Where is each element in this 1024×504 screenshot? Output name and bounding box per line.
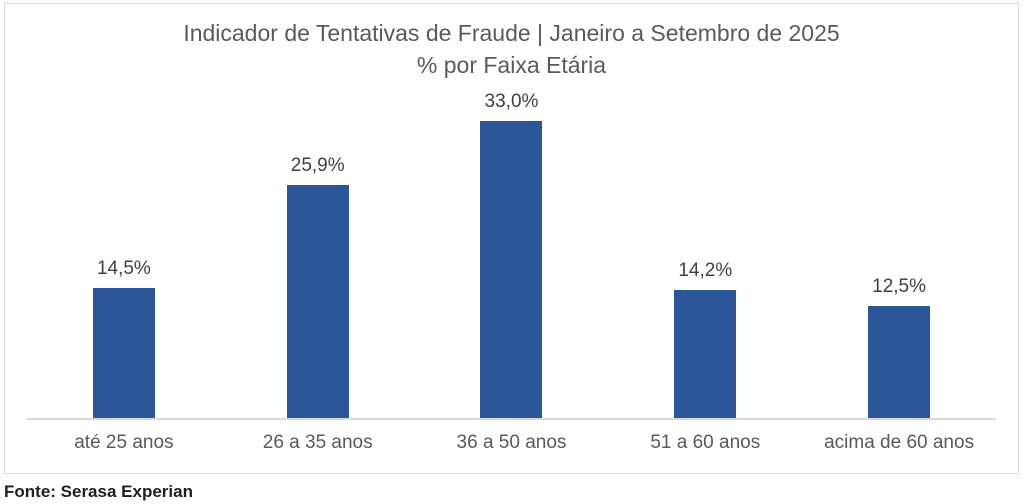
bar-group-51-a-60-anos: 14,2% [608, 260, 802, 418]
value-label: 14,5% [96, 257, 151, 279]
chart-title-line-2: % por Faixa Etária [416, 52, 607, 78]
bar-group-ate-25-anos: 14,5% [27, 257, 221, 418]
bar-26-a-35-anos [286, 184, 349, 418]
bar-group-acima-de-60-anos: 12,5% [802, 275, 996, 418]
category-label-ate-25-anos: até 25 anos [74, 432, 174, 453]
plot-area: 14,5% 25,9% 33,0% 14,2% 12,5% [27, 86, 996, 418]
value-label: 14,2% [678, 260, 733, 282]
category-label-36-a-50-anos: 36 a 50 anos [456, 432, 567, 453]
bar-51-a-60-anos [674, 290, 737, 418]
bar-36-a-50-anos [480, 121, 543, 418]
x-axis-line [27, 418, 996, 420]
value-label: 25,9% [290, 154, 345, 176]
value-label: 33,0% [484, 91, 539, 112]
chart-title: Indicador de Tentativas de Fraude | Jane… [5, 17, 1018, 81]
bar-group-26-a-35-anos: 25,9% [221, 155, 415, 418]
chart-frame: Indicador de Tentativas de Fraude | Jane… [4, 3, 1019, 474]
chart-title-line-1: Indicador de Tentativas de Fraude | Jane… [183, 20, 840, 46]
bar-acima-de-60-anos [868, 305, 931, 418]
source-note: Fonte: Serasa Experian [4, 482, 193, 501]
category-label-acima-de-60-anos: acima de 60 anos [824, 432, 975, 453]
bar-group-36-a-50-anos: 33,0% [415, 91, 609, 418]
category-label-51-a-60-anos: 51 a 60 anos [650, 432, 761, 453]
category-label-26-a-35-anos: 26 a 35 anos [262, 432, 373, 453]
value-label: 12,5% [872, 275, 927, 297]
x-axis-labels: até 25 anos 26 a 35 anos 36 a 50 anos 51… [27, 420, 996, 454]
bar-ate-25-anos [92, 287, 155, 418]
